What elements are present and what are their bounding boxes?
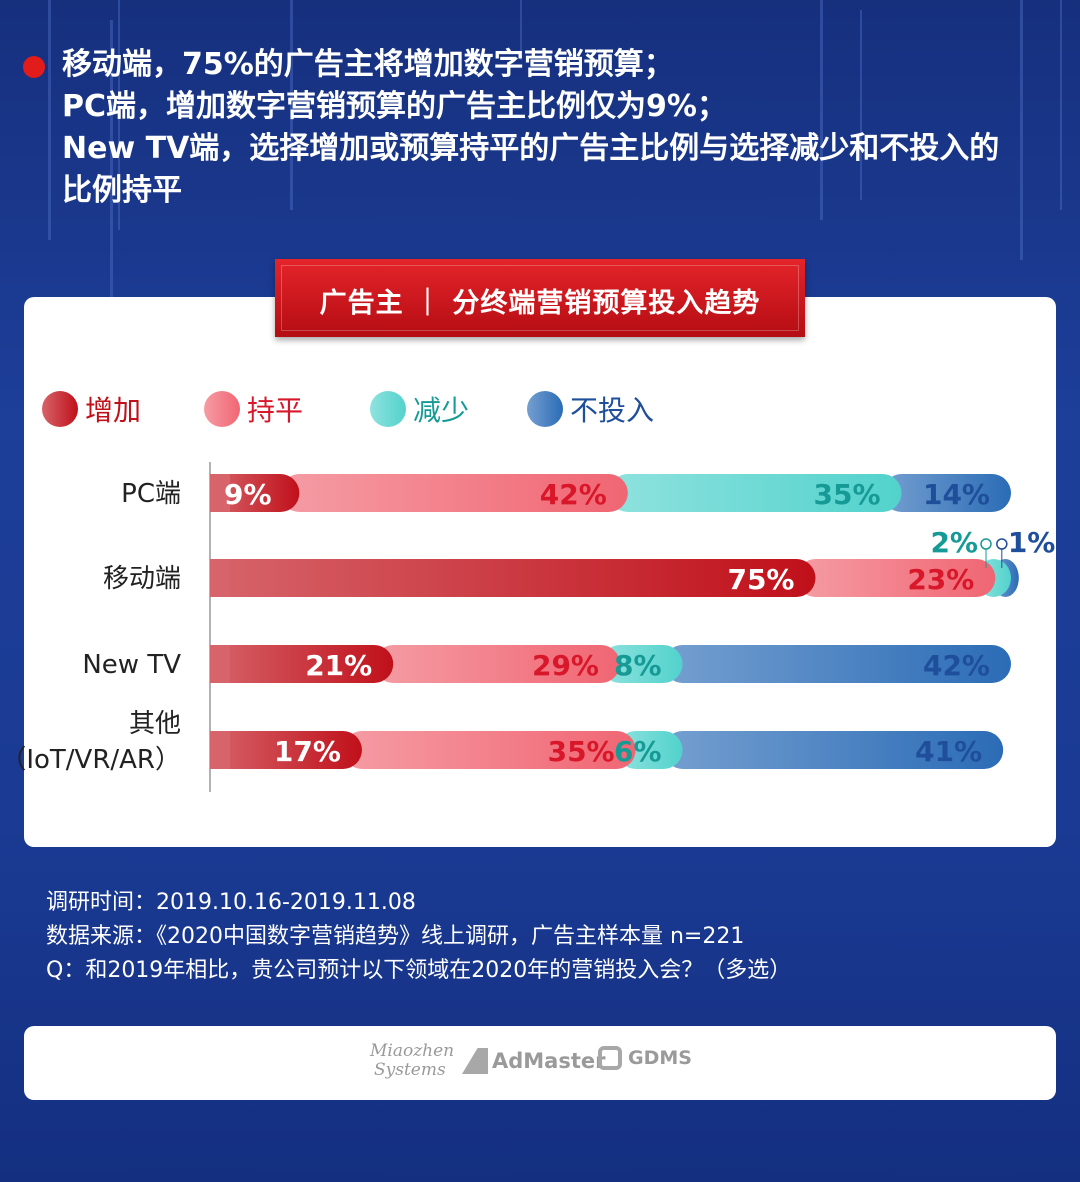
gdms-logo: GDMS [598,1046,692,1070]
bar-segment-不投入 [882,474,1011,512]
legend-label: 不投入 [570,394,654,427]
logo-bar: Miaozhen Systems AdMaster GDMS [24,1026,1056,1100]
legend-label: 持平 [247,394,303,427]
headline-line: New TV端，选择增加或预算持平的广告主比例与选择减少和不投入的 [62,131,1000,166]
survey-question: Q：和2019年相比，贵公司预计以下领域在2020年的营销投入会？（多选） [46,958,792,983]
leader-marker [996,538,1008,550]
bar-left-edge [210,645,230,683]
data-label: 29% [532,649,599,682]
data-label: 2% [930,526,978,559]
category-label: （IoT/VR/AR） [0,745,181,775]
legend-label: 减少 [413,394,469,427]
gdms-icon [598,1046,622,1070]
bar-segment-持平 [796,559,996,597]
data-label: 42% [923,649,990,682]
category-label: New TV [82,650,181,680]
leader-marker [980,538,992,550]
headline-line: 比例持平 [62,173,182,208]
data-label: 75% [727,563,794,596]
bar-segment-增加 [210,474,300,512]
bar-segment-增加 [210,645,394,683]
bar-segment-持平 [342,731,636,769]
data-label: 14% [923,478,990,511]
notes: 调研时间：2019.10.16-2019.11.08 数据来源：《2020中国数… [46,886,791,988]
background-decoration [48,0,1062,300]
bar-segment-减少 [608,474,902,512]
legend-swatch [370,391,406,427]
legend-label: 增加 [85,394,141,427]
bar-segment-持平 [280,474,628,512]
admaster-icon [462,1048,488,1074]
data-label: 8% [614,649,662,682]
bar-segment-持平 [374,645,620,683]
admaster-logo: AdMaster [462,1048,606,1074]
headline: 移动端，75%的广告主将增加数字营销预算； PC端，增加数字营销预算的广告主比例… [62,44,1052,212]
headline-line: 移动端，75%的广告主将增加数字营销预算； [62,47,674,82]
legend-swatch [204,391,240,427]
bar-segment-不投入 [663,645,1011,683]
data-label: 17% [274,735,341,768]
bar-left-edge [210,731,230,769]
legend-swatch [42,391,78,427]
data-label: 6% [614,735,662,768]
category-label: 其他 [129,709,181,739]
data-label: 1% [1008,526,1056,559]
headline-line: PC端，增加数字营销预算的广告主比例仅为9%； [62,89,727,124]
bar-left-edge [210,474,230,512]
category-label: 移动端 [103,564,181,594]
bar-segment-减少 [601,645,683,683]
bar-segment-不投入 [663,731,1004,769]
legend-swatch [527,391,563,427]
data-label: 35% [548,735,615,768]
category-label: PC端 [121,479,181,509]
bar-segment-增加 [210,731,362,769]
data-label: 42% [540,478,607,511]
bar-left-edge [210,559,230,597]
data-label: 21% [305,649,372,682]
data-label: 41% [915,735,982,768]
data-label: 23% [907,563,974,596]
data-label: 35% [813,478,880,511]
data-source: 数据来源：《2020中国数字营销趋势》线上调研，广告主样本量 n=221 [46,924,745,949]
bar-segment-增加 [210,559,816,597]
chart-title-banner: 广告主 ｜ 分终端营销预算投入趋势 [275,259,805,337]
survey-time: 调研时间：2019.10.16-2019.11.08 [46,890,416,915]
headline-bullet [23,56,45,78]
data-label: 9% [224,478,272,511]
chart-title: 广告主 ｜ 分终端营销预算投入趋势 [319,288,761,319]
miaozhen-logo: Miaozhen Systems [370,1041,455,1080]
bar-segment-减少 [616,731,683,769]
